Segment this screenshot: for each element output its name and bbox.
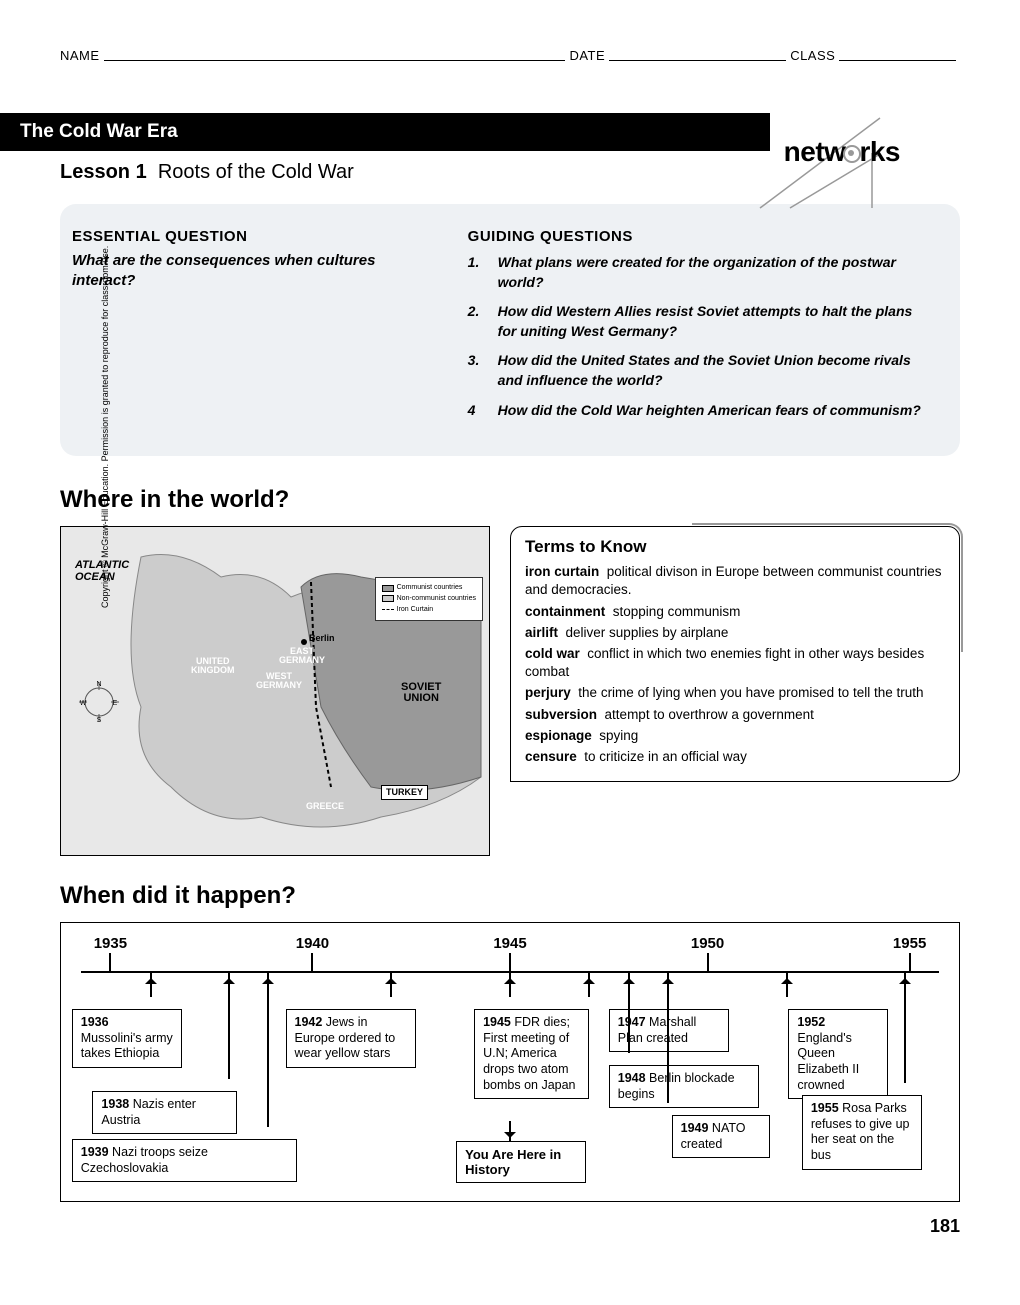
timeline-event: 1948 Berlin blockade begins [609,1065,759,1108]
name-label: NAME [60,48,100,63]
copyright-text: Copyright © McGraw-Hill Education. Permi… [100,246,110,608]
guiding-q-2: 2.How did Western Allies resist Soviet a… [468,302,930,341]
term-item: perjury the crime of lying when you have… [525,684,945,702]
berlin-label: Berlin [309,634,335,643]
where-heading: Where in the world? [60,486,960,514]
timeline: 1935 1940 1945 1950 1955 1936 Mussolini's arm… [60,922,960,1202]
europe-map: N S W E ATLANTIC OCEAN UNITED KINGDOM Be… [60,526,490,856]
questions-panel: ESSENTIAL QUESTION What are the conseque… [60,204,960,456]
guiding-q-3: 3.How did the United States and the Sovi… [468,351,930,390]
svg-text:W: W [80,700,87,707]
guiding-q-1: 1.What plans were created for the organi… [468,253,930,292]
term-item: censure to criticize in an official way [525,748,945,766]
page-number: 181 [60,1216,960,1237]
when-heading: When did it happen? [60,882,960,910]
svg-text:E: E [113,700,118,707]
essential-question-text: What are the consequences when cultures … [72,251,428,292]
svg-text:S: S [97,717,102,724]
date-blank[interactable] [609,48,786,61]
guiding-questions-list: 1.What plans were created for the organi… [468,253,930,420]
term-item: airlift deliver supplies by airplane [525,624,945,642]
class-label: CLASS [790,48,835,63]
timeline-event: 1955 Rosa Parks refuses to give up her s… [802,1095,922,1170]
essential-question-head: ESSENTIAL QUESTION [72,228,428,245]
class-blank[interactable] [839,48,956,61]
map-legend: Communist countries Non-communist countr… [375,577,483,620]
name-blank[interactable] [104,48,566,61]
uk-label: UNITED KINGDOM [191,657,235,675]
year-label: 1945 [493,935,526,952]
su-label: SOVIET UNION [401,682,441,704]
wg-label: WEST GERMANY [256,672,302,690]
year-label: 1935 [94,935,127,952]
timeline-event: 1952 England's Queen Elizabeth II crowne… [788,1009,888,1099]
terms-heading: Terms to Know [525,537,945,557]
year-label: 1955 [893,935,926,952]
term-item: containment stopping communism [525,603,945,621]
turkey-label: TURKEY [381,785,428,800]
worksheet-header: NAME DATE CLASS [60,48,960,63]
timeline-event: 1939 Nazi troops seize Czechoslovakia [72,1139,297,1182]
term-item: espionage spying [525,727,945,745]
term-item: subversion attempt to overthrow a govern… [525,706,945,724]
timeline-event: 1945 FDR dies; First meeting of U.N; Ame… [474,1009,589,1099]
term-item: iron curtain political divison in Europe… [525,563,945,599]
timeline-event: 1938 Nazis enter Austria [92,1091,237,1134]
networks-logo: netwrks [784,136,900,168]
you-are-here: You Are Here in History [456,1141,586,1183]
timeline-event: 1949 NATO created [672,1115,770,1158]
chapter-title-bar: The Cold War Era [0,113,770,151]
year-label: 1950 [691,935,724,952]
timeline-event: 1942 Jews in Europe ordered to wear yell… [286,1009,416,1068]
timeline-event: 1936 Mussolini's army takes Ethiopia [72,1009,182,1068]
date-label: DATE [569,48,605,63]
svg-text:N: N [96,681,101,688]
term-item: cold war conflict in which two enemies f… [525,645,945,681]
terms-to-know-box: Terms to Know iron curtain political div… [510,526,960,782]
guiding-questions-head: GUIDING QUESTIONS [468,228,930,245]
guiding-q-4: 4How did the Cold War heighten American … [468,401,930,421]
year-label: 1940 [296,935,329,952]
eg-label: EAST GERMANY [279,647,325,665]
greece-label: GREECE [306,802,344,811]
